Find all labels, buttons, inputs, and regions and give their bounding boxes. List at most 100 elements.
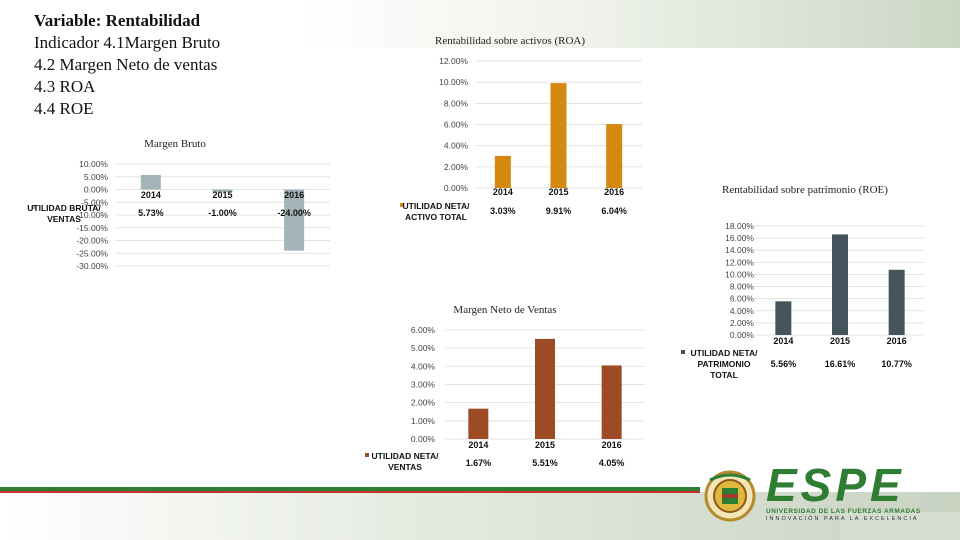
y-tick-label: 6.00% <box>444 120 469 130</box>
y-tick-label: 6.00% <box>411 325 436 335</box>
y-tick-label: -5.00% <box>81 197 108 207</box>
data-label: 10.77% <box>881 359 912 369</box>
y-tick-label: -20.00% <box>76 236 108 246</box>
indicator-line: Indicador 4.1Margen Bruto <box>34 33 221 52</box>
variable-description: Variable: Rentabilidad Indicador 4.1Marg… <box>34 10 324 120</box>
y-tick-label: 0.00% <box>730 330 755 340</box>
y-tick-label: 10.00% <box>725 269 754 279</box>
y-tick-label: 16.00% <box>725 233 754 243</box>
y-tick-label: 6.00% <box>730 294 755 304</box>
legend-label: UTILIDAD NETA/ <box>372 451 440 461</box>
footer-red-stripe <box>0 491 700 493</box>
legend-label: UTILIDAD BRUTA/ <box>27 203 101 213</box>
category-label: 2015 <box>830 336 850 346</box>
y-tick-label: 10.00% <box>439 77 468 87</box>
y-tick-label: 4.00% <box>730 306 755 316</box>
variable-heading: Variable: Rentabilidad <box>34 11 201 30</box>
legend-label: VENTAS <box>388 462 422 472</box>
y-tick-label: 8.00% <box>444 98 469 108</box>
data-label: 6.04% <box>601 206 627 216</box>
data-label: 5.73% <box>138 208 164 218</box>
y-tick-label: 0.00% <box>411 434 436 444</box>
header-band <box>300 0 960 48</box>
y-tick-label: 5.00% <box>84 172 109 182</box>
y-tick-label: 18.00% <box>725 221 754 231</box>
data-label: 3.03% <box>490 206 516 216</box>
y-tick-label: -15.00% <box>76 223 108 233</box>
legend-label: TOTAL <box>710 370 738 380</box>
y-tick-label: 4.00% <box>444 141 469 151</box>
category-label: 2016 <box>602 440 622 450</box>
indicator-line: 4.2 Margen Neto de ventas <box>34 55 218 74</box>
legend-label: PATRIMONIO <box>697 359 750 369</box>
chart-title-gross: Margen Bruto <box>144 138 206 150</box>
category-label: 2016 <box>284 190 304 200</box>
y-tick-label: -10.00% <box>76 210 108 220</box>
legend-label: UTILIDAD NETA/ <box>691 348 759 358</box>
espe-logo: ESPE UNIVERSIDAD DE LAS FUERZAS ARMADAS … <box>700 462 950 526</box>
footer-panel <box>840 512 960 540</box>
bar <box>775 301 792 335</box>
category-label: 2016 <box>887 336 907 346</box>
chart-title-roa: Rentabilidad sobre activos (ROA) <box>435 35 585 47</box>
bar <box>140 174 161 190</box>
logo-name: ESPE <box>766 459 905 511</box>
y-tick-label: 0.00% <box>84 185 109 195</box>
y-tick-label: 2.00% <box>444 162 469 172</box>
legend-label: VENTAS <box>47 214 81 224</box>
y-tick-label: 4.00% <box>411 361 436 371</box>
category-label: 2015 <box>535 440 555 450</box>
category-label: 2016 <box>604 187 624 197</box>
y-tick-label: 14.00% <box>725 245 754 255</box>
data-label: -1.00% <box>208 208 237 218</box>
y-tick-label: 10.00% <box>79 159 108 169</box>
indicator-line: 4.4 ROE <box>34 99 94 118</box>
category-label: 2014 <box>493 187 513 197</box>
bar <box>601 365 622 439</box>
bar <box>212 189 233 193</box>
roe-chart: 18.00% 16.00% 14.00% 12.00% 10.00% 8.00% 6.00%… <box>681 221 925 380</box>
bar <box>494 155 511 188</box>
category-label: 2014 <box>773 336 793 346</box>
data-label: 5.51% <box>532 458 558 468</box>
bar <box>468 408 489 439</box>
bar <box>535 338 555 439</box>
data-label: 16.61% <box>825 359 856 369</box>
y-tick-label: 2.00% <box>411 398 436 408</box>
legend-label: UTILIDAD NETA/ <box>403 201 471 211</box>
chart-title-roe: Rentabilidad sobre patrimonio (ROE) <box>722 184 888 196</box>
footer-band <box>0 492 960 540</box>
legend-swatch <box>681 350 685 354</box>
legend-swatch <box>400 203 404 207</box>
bar <box>550 83 567 188</box>
logo-subtitle: UNIVERSIDAD DE LAS FUERZAS ARMADAS <box>766 508 921 515</box>
y-tick-label: 5.00% <box>411 343 436 353</box>
footer-green-stripe <box>0 487 700 491</box>
university-seal-icon <box>704 470 756 522</box>
gross-margin-chart: 10.00% 5.00% 0.00% -5.00% -10.00% -15.00% -20.… <box>27 159 330 271</box>
legend-swatch <box>32 205 36 209</box>
legend-label: ACTIVO TOTAL <box>405 212 467 222</box>
bar <box>888 269 905 335</box>
y-tick-label: 8.00% <box>730 282 755 292</box>
category-label: 2014 <box>141 190 161 200</box>
y-tick-label: -30.00% <box>76 261 108 271</box>
y-tick-label: -25.00% <box>76 248 108 258</box>
bar <box>832 234 848 335</box>
data-label: 9.91% <box>546 206 572 216</box>
net-margin-chart: 6.00% 5.00% 4.00% 3.00% 2.00% 1.00% 0.00% 2014 1… <box>365 325 645 472</box>
chart-title-net: Margen Neto de Ventas <box>453 304 557 316</box>
roa-chart: 12.00% 10.00% 8.00% 6.00% 4.00% 2.00% 0.00% 201… <box>400 56 642 222</box>
category-label: 2015 <box>548 187 568 197</box>
category-label: 2015 <box>212 190 232 200</box>
data-label: 4.05% <box>599 458 625 468</box>
legend-swatch <box>365 453 369 457</box>
y-tick-label: 12.00% <box>725 257 754 267</box>
y-tick-label: 1.00% <box>411 416 436 426</box>
y-tick-label: 12.00% <box>439 56 468 66</box>
y-tick-label: 0.00% <box>444 183 469 193</box>
bar <box>284 189 305 251</box>
y-tick-label: 3.00% <box>411 380 436 390</box>
logo-tagline: INNOVACIÓN PARA LA EXCELENCIA <box>766 516 919 522</box>
indicator-line: 4.3 ROA <box>34 77 96 96</box>
